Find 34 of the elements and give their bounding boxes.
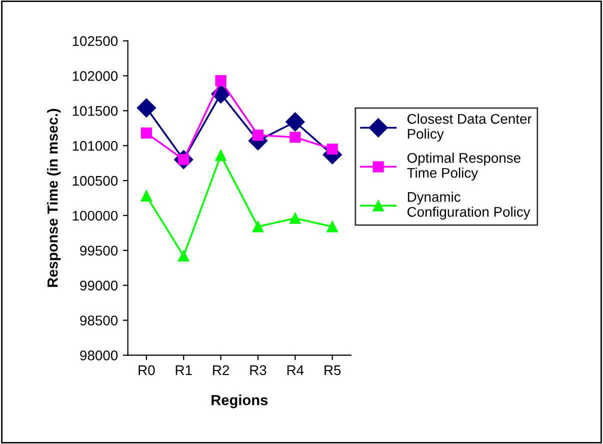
y-tick-label: 98000 (80, 350, 118, 360)
x-tick-label: R5 (324, 365, 341, 376)
point (326, 144, 338, 155)
point (286, 112, 305, 132)
x-tick-label: R0 (138, 365, 155, 376)
x-tick-label: R3 (250, 365, 266, 376)
y-tick-label: 99500 (80, 246, 118, 256)
x-tick-label: R1 (176, 365, 192, 375)
x-axis-title: Regions (212, 394, 268, 408)
point (178, 250, 190, 262)
point (215, 75, 226, 86)
x-tick-label: R4 (287, 365, 304, 375)
point (140, 190, 152, 202)
point (136, 98, 156, 118)
point (326, 221, 338, 232)
y-tick-label: 102000 (72, 71, 118, 81)
y-tick-label: 100500 (72, 176, 118, 186)
y-tick-label: 102500 (72, 36, 118, 46)
point (252, 221, 264, 232)
x-tick-label: R2 (213, 365, 229, 375)
y-tick-label: 100000 (72, 210, 118, 221)
legend-label: Dynamic Configuration Policy (408, 192, 530, 220)
point (140, 128, 152, 139)
legend-label: Optimal Response Time Policy (407, 152, 520, 181)
y-axis-title: Response Time (in msec.) (47, 108, 61, 287)
point (215, 150, 226, 161)
y-tick-label: 101500 (72, 106, 118, 116)
point (290, 132, 301, 143)
y-tick-label: 98500 (80, 316, 118, 326)
y-tick-label: 99000 (80, 280, 118, 291)
point (252, 130, 264, 141)
y-tick-label: 101000 (72, 140, 118, 151)
legend-label: Closest Data Center Policy (408, 114, 532, 142)
point (290, 212, 301, 224)
